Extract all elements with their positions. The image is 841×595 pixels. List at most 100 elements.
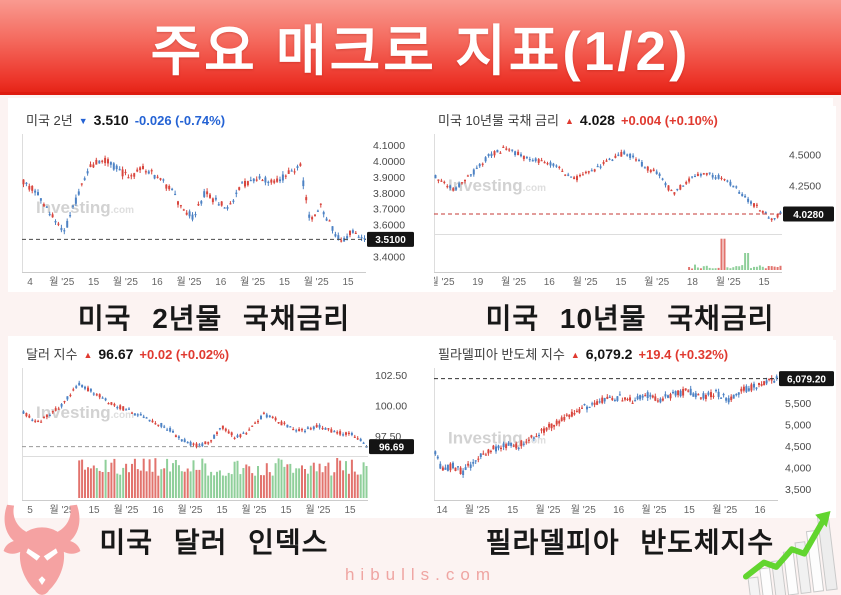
svg-text:월 '25: 월 '25 <box>49 504 74 516</box>
price-change: +0.02 (+0.02%) <box>139 347 230 362</box>
svg-text:15: 15 <box>280 505 292 516</box>
svg-text:3.9000: 3.9000 <box>373 172 405 184</box>
svg-text:월 '25: 월 '25 <box>573 276 598 288</box>
chart-card-dollar-index: 달러 지수 ▲ 96.67 +0.02 (+0.02%) Investing.c… <box>12 340 416 518</box>
instrument-name: 미국 2년 <box>26 113 73 128</box>
svg-text:14: 14 <box>436 505 448 516</box>
svg-text:19: 19 <box>472 277 484 288</box>
svg-text:월 '25: 월 '25 <box>501 276 526 288</box>
svg-text:16: 16 <box>152 277 164 288</box>
svg-text:4.1000: 4.1000 <box>373 140 405 152</box>
candlestick-chart-us-2y: Investing.com 3.5100 4.1000 4.0000 3.9000 3.8… <box>22 134 414 288</box>
last-price: 3.510 <box>93 112 129 128</box>
bull-logo <box>3 504 81 595</box>
down-arrow-icon: ▼ <box>78 116 88 126</box>
svg-text:15: 15 <box>216 505 228 516</box>
svg-text:4,000: 4,000 <box>785 463 811 475</box>
chart-card-sox: 필라델피아 반도체 지수 ▲ 6,079.2 +19.4 (+0.32%) In… <box>424 340 836 518</box>
svg-text:15: 15 <box>344 505 356 516</box>
chart-header: 달러 지수 ▲ 96.67 +0.02 (+0.02%) <box>12 340 416 366</box>
svg-text:월 '25: 월 '25 <box>113 504 138 516</box>
svg-text:6,079.20: 6,079.20 <box>787 374 826 385</box>
svg-text:Investing.com: Investing.com <box>448 176 546 195</box>
svg-text:102.50: 102.50 <box>375 370 407 382</box>
svg-text:월 '25: 월 '25 <box>641 504 666 516</box>
svg-text:4.0000: 4.0000 <box>373 156 405 168</box>
svg-text:5,500: 5,500 <box>785 398 811 410</box>
header-banner: 주요 매크로 지표(1/2) <box>0 0 841 95</box>
svg-text:월 '25: 월 '25 <box>113 276 138 288</box>
svg-text:월 '25: 월 '25 <box>49 276 74 288</box>
svg-text:월 '25: 월 '25 <box>571 504 596 516</box>
svg-text:월 '25: 월 '25 <box>177 504 202 516</box>
svg-text:16: 16 <box>613 505 625 516</box>
instrument-name: 달러 지수 <box>26 347 78 362</box>
instrument-name: 미국 10년물 국채 금리 <box>438 113 559 128</box>
svg-text:97.50: 97.50 <box>375 431 401 443</box>
last-price: 6,079.2 <box>585 346 633 362</box>
svg-text:3.4000: 3.4000 <box>373 251 405 263</box>
svg-text:4.0280: 4.0280 <box>793 210 824 221</box>
svg-text:Investing.com: Investing.com <box>36 403 134 422</box>
price-change: +0.004 (+0.10%) <box>620 113 718 128</box>
svg-text:월 '25: 월 '25 <box>176 276 201 288</box>
svg-text:월 '25: 월 '25 <box>241 504 266 516</box>
svg-text:15: 15 <box>88 505 100 516</box>
chart-header: 미국 10년물 국채 금리 ▲ 4.028 +0.004 (+0.10%) <box>424 106 836 132</box>
price-change: +19.4 (+0.32%) <box>638 347 729 362</box>
svg-text:월 '25: 월 '25 <box>240 276 265 288</box>
svg-text:월 '25: 월 '25 <box>465 504 490 516</box>
svg-text:Investing.com: Investing.com <box>36 198 134 217</box>
svg-text:15: 15 <box>342 277 354 288</box>
last-price: 96.67 <box>98 346 134 362</box>
price-change: -0.026 (-0.74%) <box>134 113 226 128</box>
svg-text:15: 15 <box>279 277 291 288</box>
svg-text:3.7000: 3.7000 <box>373 204 405 216</box>
svg-text:3,500: 3,500 <box>785 484 811 496</box>
chart-card-us-10y: 미국 10년물 국채 금리 ▲ 4.028 +0.004 (+0.10%) In… <box>424 106 836 290</box>
caption-sox: 필라델피아 반도체지수 <box>485 527 775 558</box>
svg-text:15: 15 <box>507 505 519 516</box>
svg-text:3.8000: 3.8000 <box>373 188 405 200</box>
svg-text:16: 16 <box>754 505 766 516</box>
svg-text:15: 15 <box>88 277 100 288</box>
svg-text:4: 4 <box>27 277 33 288</box>
up-arrow-icon: ▲ <box>570 350 580 360</box>
svg-text:100.00: 100.00 <box>375 401 407 413</box>
instrument-name: 필라델피아 반도체 지수 <box>438 347 565 362</box>
svg-text:96.69: 96.69 <box>379 442 404 453</box>
svg-text:16: 16 <box>152 505 164 516</box>
chart-card-us-2y: 미국 2년 ▼ 3.510 -0.026 (-0.74%) Investing.… <box>12 106 416 290</box>
svg-text:15: 15 <box>758 277 770 288</box>
last-price: 4.028 <box>579 112 615 128</box>
candlestick-chart-sox: Investing.com6,079.205,5005,0004,5004,00… <box>434 368 834 516</box>
svg-text:5,000: 5,000 <box>785 420 811 432</box>
svg-text:3.5100: 3.5100 <box>375 235 406 246</box>
svg-text:월 '25: 월 '25 <box>716 276 741 288</box>
candlestick-chart-dollar-index: Investing.com 96.69 102.50 100.00 97.50 5 월 '2… <box>22 368 414 516</box>
candlestick-chart-us-10y: Investing.com 4.0280 4.5000 4.2500 월 '25 19 월 … <box>434 134 834 288</box>
site-url: hibulls.com <box>344 565 497 584</box>
svg-text:18: 18 <box>687 277 699 288</box>
up-arrow-icon: ▲ <box>564 116 574 126</box>
svg-text:월 '25: 월 '25 <box>712 504 737 516</box>
rising-chart-icon <box>743 510 838 595</box>
svg-text:월 '25: 월 '25 <box>535 504 560 516</box>
caption-dollar-index: 미국 달러 인덱스 <box>99 527 329 558</box>
svg-text:월 '25: 월 '25 <box>305 504 330 516</box>
caption-us-10y: 미국 10년물 국채금리 <box>485 303 775 334</box>
svg-text:월 '25: 월 '25 <box>434 276 455 288</box>
svg-text:16: 16 <box>215 277 227 288</box>
svg-text:4.2500: 4.2500 <box>789 181 821 193</box>
svg-text:4,500: 4,500 <box>785 441 811 453</box>
svg-text:3.6000: 3.6000 <box>373 220 405 232</box>
caption-us-2y: 미국 2년물 국채금리 <box>77 303 351 334</box>
svg-text:4.5000: 4.5000 <box>789 149 821 161</box>
page-title: 주요 매크로 지표(1/2) <box>150 20 691 82</box>
chart-header: 미국 2년 ▼ 3.510 -0.026 (-0.74%) <box>12 106 416 132</box>
svg-text:월 '25: 월 '25 <box>644 276 669 288</box>
up-arrow-icon: ▲ <box>83 350 93 360</box>
svg-text:15: 15 <box>684 505 696 516</box>
svg-text:월 '25: 월 '25 <box>304 276 329 288</box>
